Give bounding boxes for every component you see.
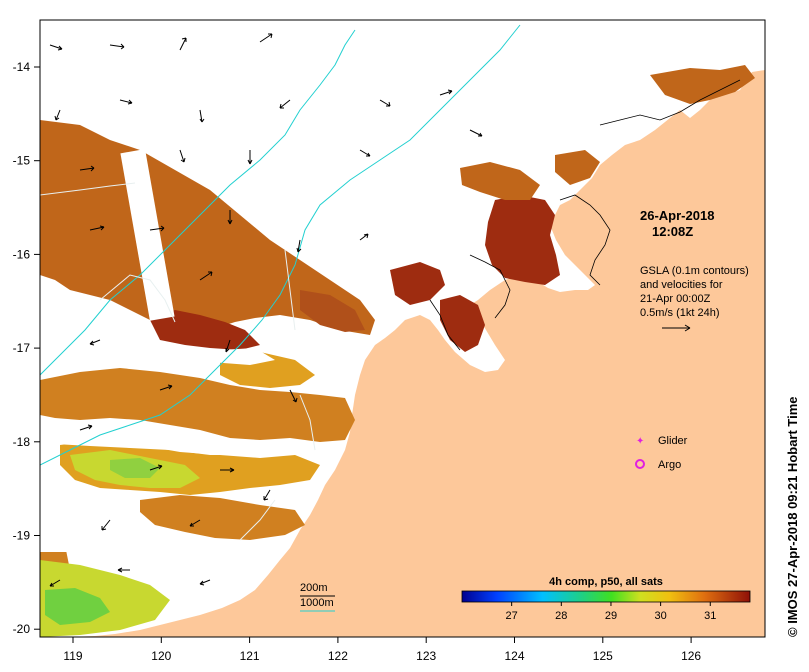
longitude-axis: 119 120 121 122 123 124 125 126 (63, 637, 701, 663)
land-mass (70, 70, 765, 637)
lon-tick-label: 121 (240, 649, 260, 663)
cloud-gaps (40, 149, 275, 552)
legend-argo: Argo (635, 459, 681, 471)
latitude-axis: -14 -15 -16 -17 -18 -19 -20 (13, 60, 40, 636)
colorbar-gradient (461, 590, 751, 603)
colorbar-tick-label: 27 (506, 610, 518, 622)
colorbar-tick-label: 31 (704, 610, 716, 622)
scale-arrow-icon (662, 324, 691, 332)
lon-tick-label: 123 (416, 649, 436, 663)
lat-tick-label: -17 (13, 341, 31, 355)
info-line-4: 0.5m/s (1kt 24h) (640, 307, 719, 319)
lat-tick-label: -19 (13, 529, 31, 543)
plot-border (39, 19, 766, 638)
date-line-1: 26-Apr-2018 (640, 208, 714, 223)
credit-line: © IMOS 27-Apr-2018 09:21 Hobart Time (785, 396, 800, 637)
colorbar: 4h comp, p50, all sats 27 28 29 30 31 (461, 576, 751, 622)
colorbar-ticks: 27 28 29 30 31 (506, 602, 716, 622)
velocity-arrows (49, 33, 483, 587)
glider-icon: ✦ (636, 436, 644, 447)
colorbar-tick-label: 28 (555, 610, 567, 622)
svg-text:Glider: Glider (658, 435, 688, 447)
lat-tick-label: -16 (13, 247, 31, 261)
legend-glider: ✦ Glider (636, 435, 688, 447)
info-line-3: 21-Apr 00:00Z (640, 293, 711, 305)
lat-tick-label: -18 (13, 435, 31, 449)
svg-text:200m: 200m (300, 582, 328, 594)
coastline-islands (429, 79, 741, 351)
lat-tick-label: -14 (13, 60, 31, 74)
lon-tick-label: 119 (63, 649, 82, 663)
date-line-2: 12:08Z (652, 224, 693, 239)
bathymetry-contours (40, 24, 521, 541)
lat-tick-label: -20 (13, 622, 31, 636)
svg-text:Argo: Argo (658, 459, 681, 471)
svg-text:4h comp, p50, all sats: 4h comp, p50, all sats (549, 576, 663, 588)
contour-legend: 200m 1000m (300, 582, 335, 612)
info-line-2: and velocities for (640, 279, 723, 291)
lon-tick-label: 124 (504, 649, 524, 663)
lat-tick-label: -15 (13, 154, 31, 168)
info-line-1: GSLA (0.1m contours) (640, 265, 749, 277)
argo-icon (635, 459, 645, 469)
colorbar-tick-label: 30 (654, 610, 666, 622)
lon-tick-label: 126 (681, 649, 701, 663)
svg-text:1000m: 1000m (300, 597, 334, 609)
colorbar-tick-label: 29 (605, 610, 617, 622)
lon-tick-label: 122 (328, 649, 348, 663)
lon-tick-label: 120 (151, 649, 171, 663)
sst-layer (40, 65, 755, 637)
lon-tick-label: 125 (593, 649, 613, 663)
